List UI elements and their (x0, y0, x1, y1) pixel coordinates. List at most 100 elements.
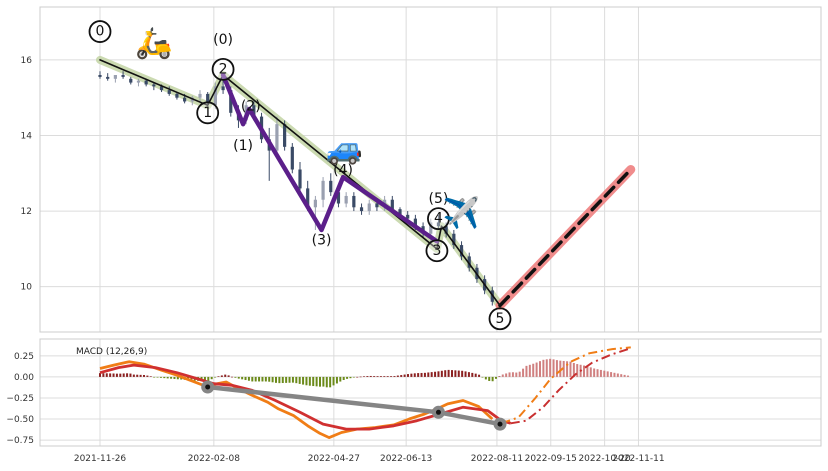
histogram-bar (569, 361, 572, 377)
histogram-bar (586, 366, 589, 377)
histogram-bar (227, 375, 230, 377)
histogram-bar (190, 376, 193, 381)
histogram-bar (407, 374, 409, 377)
histogram-bar (596, 369, 599, 377)
y-tick-label: −0.50 (6, 415, 34, 425)
histogram-bar (603, 370, 606, 377)
histogram-bar (295, 376, 298, 384)
histogram-bar (359, 376, 362, 378)
histogram-bar (427, 372, 430, 377)
histogram-bar (583, 365, 585, 377)
histogram-bar (315, 376, 318, 387)
wave-label: (0) (213, 32, 233, 48)
histogram-bar (572, 362, 575, 377)
histogram-bar (332, 376, 335, 386)
histogram-bar (444, 370, 447, 377)
histogram-bar (576, 364, 579, 377)
histogram-bar (457, 370, 460, 377)
histogram-bar (136, 374, 139, 377)
candle-body (183, 97, 187, 102)
candle-body (352, 195, 356, 208)
y-tick-label: 10 (21, 283, 33, 293)
histogram-bar (589, 367, 592, 377)
histogram-bar (383, 376, 386, 377)
histogram-bar (241, 376, 244, 380)
histogram-bar (423, 372, 426, 377)
histogram-bar (376, 376, 379, 377)
histogram-bar (566, 361, 569, 377)
histogram-bar (156, 376, 159, 378)
candle-body (329, 180, 333, 193)
divergence-marker-dot (435, 409, 441, 415)
x-tick-label: 2021-11-26 (74, 454, 127, 464)
histogram-bar (122, 373, 125, 377)
histogram-bar (220, 375, 223, 377)
histogram-bar (430, 372, 433, 377)
histogram-bar (464, 371, 467, 377)
wave-label: 4 (434, 211, 443, 227)
histogram-bar (369, 375, 372, 377)
candle-body (198, 93, 202, 98)
histogram-bar (366, 376, 369, 377)
candle-body (98, 75, 102, 77)
macd-panel: 0.25 0.00 −0.25 −0.50 −0.75 MACD (12,26,9) 202… (6, 338, 822, 464)
wave-label: (3) (312, 232, 332, 248)
histogram-bar (146, 375, 149, 377)
histogram-bar (278, 376, 281, 384)
candle-body (398, 209, 402, 215)
histogram-bar (126, 373, 129, 377)
histogram-bar (474, 373, 477, 377)
histogram-bar (112, 373, 115, 377)
histogram-bar (400, 375, 403, 377)
wave-label: (1) (233, 138, 253, 154)
y-tick-label: −0.75 (6, 436, 34, 446)
histogram-bar (451, 370, 453, 377)
candle-body (321, 180, 325, 200)
candle-body (252, 105, 256, 117)
wave-label: 2 (219, 61, 228, 77)
histogram-bar (119, 373, 122, 377)
histogram-bar (616, 373, 619, 377)
histogram-bar (386, 376, 389, 377)
macd-panel-frame (39, 338, 822, 447)
histogram-bar (105, 373, 108, 377)
histogram-bar (261, 376, 264, 382)
histogram-bar (322, 376, 325, 387)
candle-body (336, 192, 341, 204)
price-panel-frame (39, 6, 822, 333)
histogram-bar (302, 376, 305, 385)
histogram-bar (555, 360, 558, 377)
wave-label-circle (88, 20, 112, 43)
histogram-bar (393, 376, 396, 377)
histogram-bar (291, 376, 294, 383)
histogram-bar (143, 374, 145, 377)
histogram-bar (522, 368, 525, 377)
scooter-icon: 🛵 (135, 26, 172, 61)
histogram-bar (285, 376, 288, 383)
histogram-bar (288, 376, 291, 383)
wave-sub-line (220, 72, 440, 244)
histogram-bar (454, 370, 457, 377)
car-icon: 🚙 (326, 132, 363, 167)
candle-body (375, 203, 379, 208)
histogram-bar (268, 376, 271, 382)
histogram-bar (166, 376, 169, 379)
wave-label: 0 (96, 24, 105, 40)
candle-body (152, 84, 156, 87)
histogram-bar (159, 376, 162, 378)
histogram-bar (491, 376, 494, 382)
y-tick-label: 16 (21, 56, 33, 66)
histogram-bar (440, 370, 443, 377)
histogram-bar (434, 371, 437, 377)
histogram-bar (251, 376, 254, 382)
histogram-bar (217, 376, 220, 377)
histogram-bar (203, 376, 206, 382)
candle-body (306, 188, 310, 208)
wave-label: 1 (203, 105, 212, 121)
histogram-bar (532, 363, 535, 377)
histogram-bar (447, 369, 450, 377)
histogram-bar (305, 376, 308, 386)
candle-body (413, 218, 417, 227)
histogram-bar (471, 372, 474, 377)
